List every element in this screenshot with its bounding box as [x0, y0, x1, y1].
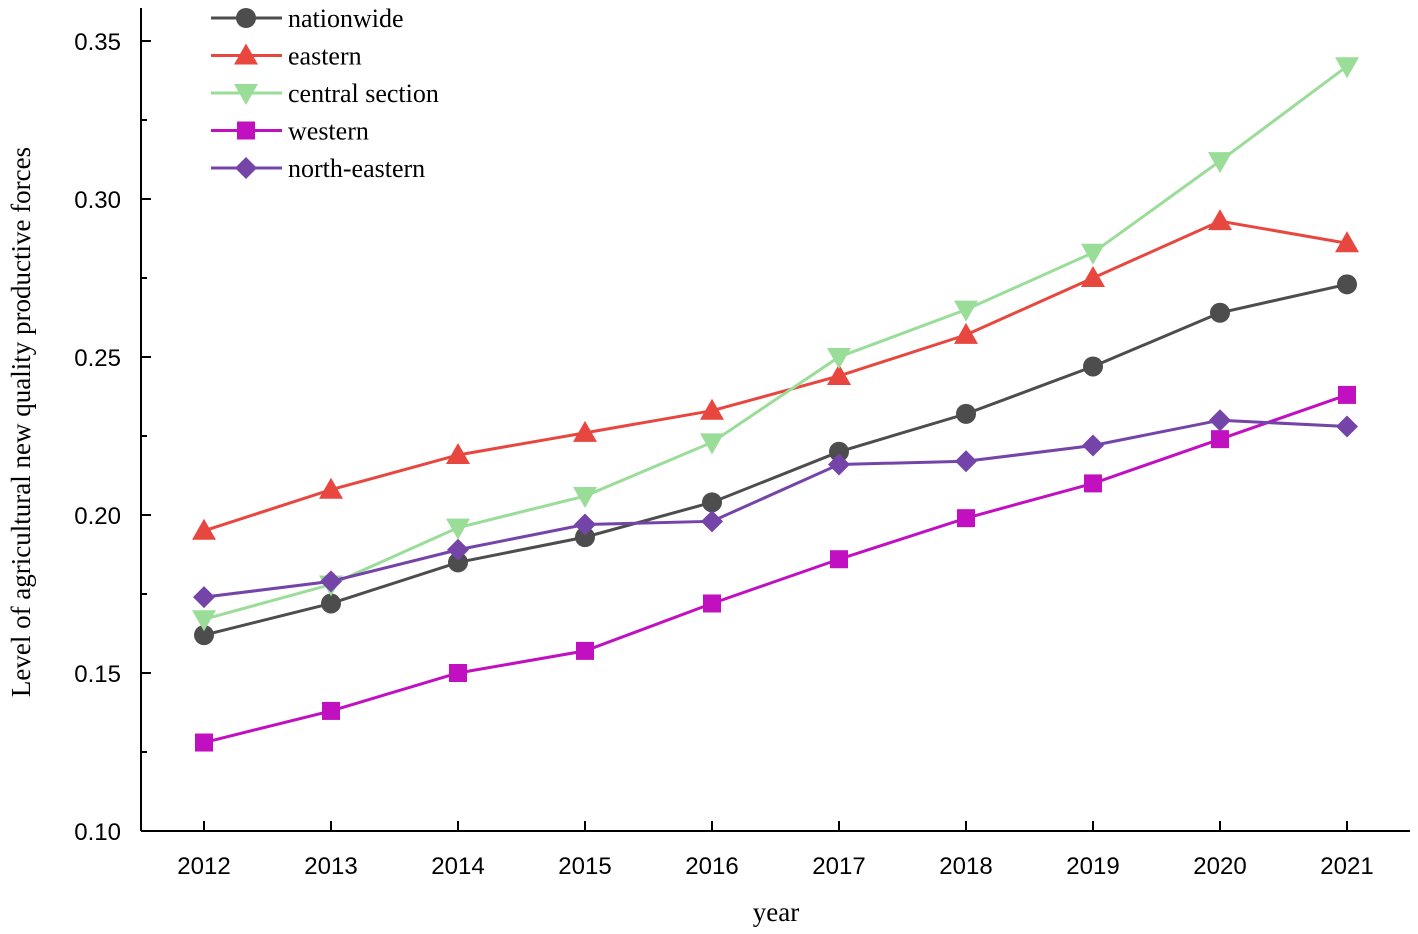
chart-series — [192, 57, 1359, 752]
data-point-western — [1338, 385, 1356, 404]
data-point-nationwide — [1210, 302, 1230, 323]
chart-legend: nationwide eastern central section western n… — [211, 4, 439, 183]
data-point-central-section — [827, 348, 851, 369]
series-line-nationwide — [203, 282, 1348, 637]
legend-marker-north-eastern — [235, 157, 257, 179]
x-tick-label: 2015 — [558, 853, 611, 880]
legend-label-eastern: eastern — [288, 42, 362, 71]
series-line-eastern — [203, 219, 1348, 533]
data-point-nationwide — [448, 552, 468, 573]
data-point-central-section — [192, 610, 216, 632]
data-point-nationwide — [194, 625, 214, 646]
x-tick-label: 2013 — [304, 853, 357, 880]
legend-marker-eastern — [234, 43, 258, 65]
legend-entry-north-eastern: north-eastern — [211, 154, 425, 183]
data-point-nationwide — [575, 527, 595, 548]
x-tick-label: 2012 — [177, 853, 230, 880]
data-point-central-section — [1335, 57, 1359, 79]
data-point-western — [576, 641, 594, 660]
data-point-north-eastern — [701, 510, 723, 533]
data-point-north-eastern — [1209, 409, 1231, 432]
x-axis-title: year — [753, 897, 799, 927]
series-line-north-eastern — [203, 418, 1348, 599]
data-point-eastern — [573, 420, 597, 442]
series-eastern — [192, 209, 1359, 540]
x-tick-label: 2020 — [1193, 853, 1246, 880]
data-point-nationwide — [1083, 356, 1103, 377]
data-point-eastern — [1335, 231, 1359, 253]
series-central-section — [192, 57, 1359, 632]
series-line-central-section — [203, 65, 1348, 621]
x-tick-label: 2017 — [812, 853, 865, 880]
legend-marker-nationwide — [236, 8, 256, 28]
y-tick-label: 0.15 — [74, 661, 121, 688]
data-point-western — [449, 664, 467, 682]
y-tick-label: 0.25 — [74, 345, 121, 372]
data-point-central-section — [573, 487, 597, 509]
data-point-western — [957, 509, 975, 528]
data-point-north-eastern — [574, 513, 596, 536]
chart-ticks: 0.10 0.15 0.20 0.25 0.30 0.35 2012 2013 2014 2015… — [74, 29, 1373, 880]
y-tick-label: 0.30 — [74, 187, 121, 214]
data-point-eastern — [1208, 209, 1232, 231]
legend-marker-western — [237, 121, 255, 140]
data-point-central-section — [954, 300, 978, 322]
data-point-eastern — [446, 442, 470, 464]
data-point-nationwide — [702, 492, 722, 513]
data-point-eastern — [700, 398, 724, 420]
series-line-western — [203, 393, 1348, 744]
legend-label-nationwide: nationwide — [288, 4, 404, 33]
x-tick-label: 2014 — [431, 853, 484, 880]
data-point-eastern — [954, 322, 978, 344]
data-point-western — [703, 594, 721, 613]
data-point-nationwide — [321, 593, 341, 614]
y-axis-title: Level of agricultural new quality produc… — [6, 147, 36, 697]
data-point-central-section — [1208, 152, 1232, 174]
data-point-north-eastern — [1082, 434, 1104, 457]
legend-label-western: western — [288, 117, 369, 146]
data-point-western — [1084, 474, 1102, 493]
y-tick-label: 0.10 — [74, 819, 121, 846]
series-western — [195, 385, 1356, 752]
data-point-central-section — [446, 518, 470, 540]
data-point-north-eastern — [193, 586, 215, 609]
data-point-western — [195, 733, 213, 752]
legend-entry-central-section: central section — [211, 79, 439, 108]
data-point-north-eastern — [828, 453, 850, 476]
y-tick-label: 0.20 — [74, 503, 121, 530]
data-point-nationwide — [829, 441, 849, 462]
legend-entry-western: western — [211, 117, 369, 146]
x-tick-label: 2019 — [1066, 853, 1119, 880]
data-point-eastern — [319, 477, 343, 499]
data-point-north-eastern — [447, 538, 469, 561]
data-point-nationwide — [956, 403, 976, 424]
data-point-north-eastern — [1336, 415, 1358, 438]
x-tick-label: 2021 — [1320, 853, 1373, 880]
data-point-nationwide — [1337, 274, 1357, 295]
chart-axes — [140, 8, 1410, 832]
data-point-central-section — [1081, 243, 1105, 265]
data-point-central-section — [700, 433, 724, 455]
data-point-eastern — [827, 363, 851, 385]
y-tick-label: 0.35 — [74, 29, 121, 56]
data-point-western — [830, 550, 848, 569]
series-north-eastern — [193, 409, 1358, 609]
x-tick-label: 2016 — [685, 853, 738, 880]
legend-label-central-section: central section — [288, 79, 439, 108]
legend-entry-nationwide: nationwide — [211, 4, 404, 33]
data-point-eastern — [1081, 266, 1105, 287]
series-nationwide — [194, 274, 1357, 646]
data-point-north-eastern — [320, 570, 342, 593]
legend-label-north-eastern: north-eastern — [288, 154, 425, 183]
legend-entry-eastern: eastern — [211, 42, 362, 71]
data-point-western — [322, 701, 340, 720]
data-point-eastern — [192, 518, 216, 540]
legend-marker-central-section — [234, 84, 258, 105]
x-tick-label: 2018 — [939, 853, 992, 880]
data-point-north-eastern — [955, 450, 977, 473]
data-point-western — [1211, 430, 1229, 449]
